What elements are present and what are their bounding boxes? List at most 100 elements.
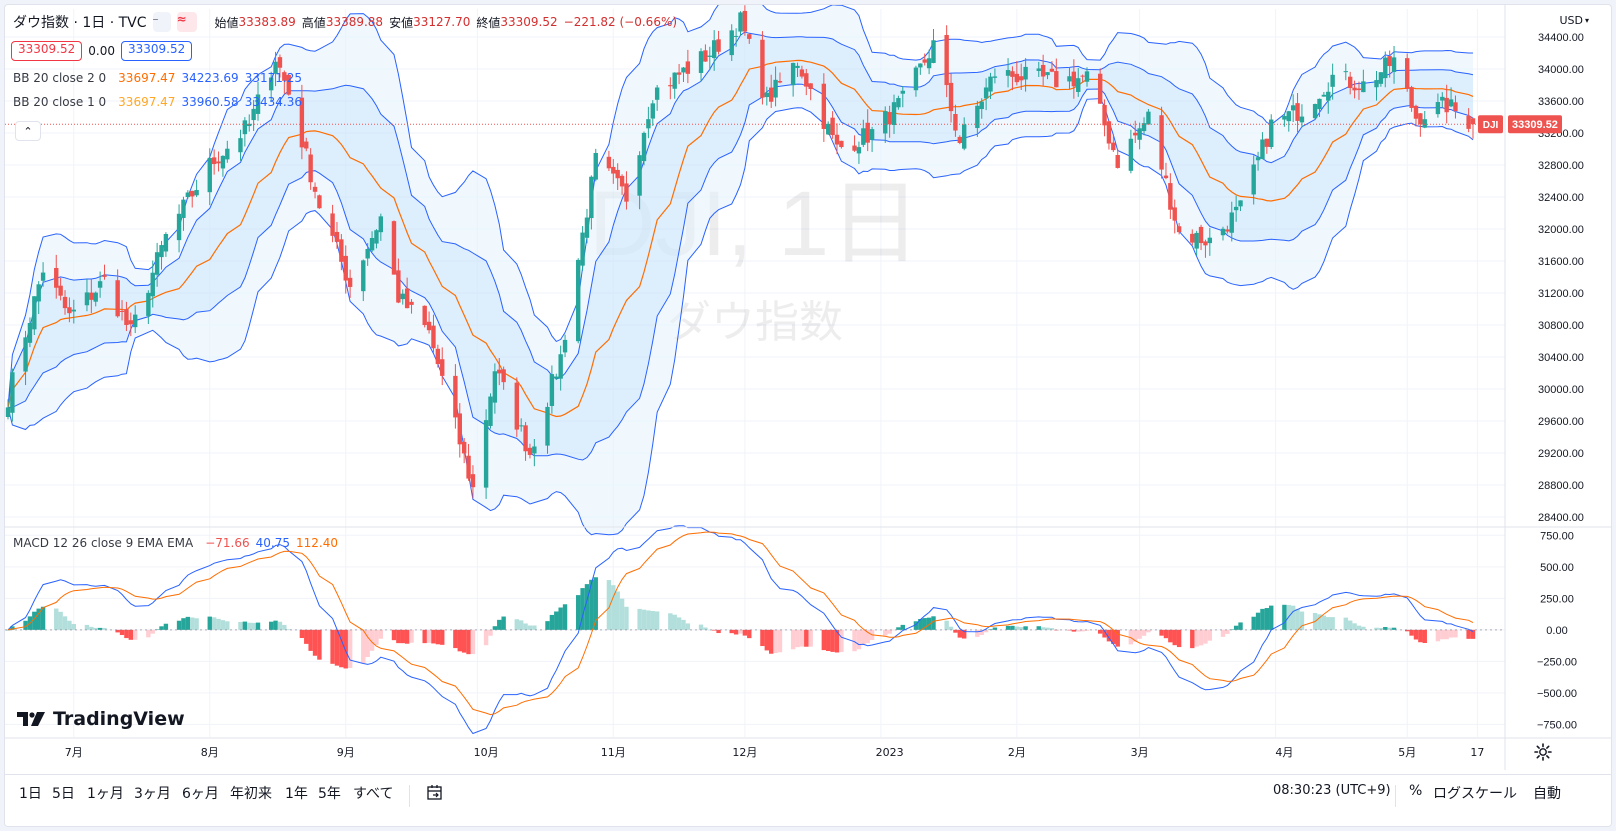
open-label: 始値: [214, 15, 239, 30]
macd-hist-bar: [1115, 629, 1120, 647]
candle: [1290, 94, 1296, 123]
price-tick-label: 28800.00: [1538, 480, 1584, 492]
bb1-legend[interactable]: BB 20 close 1 0 33697.47 33960.58 33434.…: [13, 95, 302, 109]
range-1d-button[interactable]: 1日: [19, 786, 42, 802]
buy-button[interactable]: 33309.52: [120, 41, 193, 61]
candle-body: [641, 132, 647, 162]
candle-body: [422, 305, 427, 326]
candle-body: [615, 169, 620, 179]
candle: [391, 220, 397, 275]
candle-body: [361, 260, 366, 292]
candle-body: [593, 153, 598, 180]
candle: [1422, 110, 1427, 129]
candle-body: [330, 213, 335, 236]
candle: [707, 46, 712, 71]
candle-body: [808, 83, 813, 89]
candle: [799, 65, 805, 79]
macd-hist-bar: [769, 629, 774, 654]
range-1y-button[interactable]: 1年: [285, 786, 308, 802]
candle-body: [523, 425, 528, 452]
percent-scale-button[interactable]: %: [1409, 783, 1423, 799]
price-tick-label: 33600.00: [1538, 96, 1584, 108]
candle-body: [334, 231, 340, 242]
macd-hist-bar: [1097, 629, 1103, 634]
currency-selector[interactable]: USD ▾: [1559, 14, 1589, 27]
range-ytd-button[interactable]: 年初来: [230, 786, 272, 802]
candle: [1418, 113, 1423, 137]
range-5d-button[interactable]: 5日: [52, 786, 75, 802]
candle: [277, 54, 283, 78]
macd-hist-bar: [619, 598, 625, 630]
auto-scale-button[interactable]: 自動: [1533, 786, 1561, 802]
candle: [286, 74, 291, 96]
candle: [681, 66, 686, 83]
compare-wave-icon[interactable]: ≈: [176, 12, 197, 32]
price-tick-label: 34400.00: [1538, 32, 1584, 44]
tradingview-logo[interactable]: TradingView: [17, 708, 185, 730]
candle: [944, 25, 949, 98]
macd-hist-bar: [558, 607, 563, 630]
candle: [176, 204, 182, 253]
candle-body: [273, 61, 278, 74]
candle: [646, 106, 651, 139]
macd-hist-bar: [1176, 629, 1182, 648]
log-scale-button[interactable]: ログスケール: [1433, 786, 1517, 802]
macd-hist-bar: [1413, 629, 1419, 640]
macd-hist-bar: [606, 580, 612, 630]
range-all-button[interactable]: すべて: [353, 786, 394, 802]
chart-canvas[interactable]: DJI, 1日ダウ指数34400.0034000.0033600.0033200…: [5, 5, 1612, 827]
macd-hist-bar: [1374, 627, 1379, 630]
macd-hist-bar: [738, 629, 743, 634]
macd-hist-bar: [273, 620, 278, 630]
settings-gear-icon[interactable]: [1533, 742, 1553, 762]
candle-body: [554, 376, 559, 379]
macd-hist-bar: [146, 629, 151, 638]
macd-hist-bar: [668, 613, 673, 630]
range-1m-button[interactable]: 1ヶ月: [87, 786, 124, 802]
candle: [1233, 195, 1239, 222]
candle: [1137, 122, 1142, 150]
macd-hist-bar: [1203, 629, 1208, 644]
hide-icon[interactable]: –: [152, 12, 171, 32]
macd-hist-bar: [84, 624, 90, 630]
candle-body: [374, 230, 379, 244]
candle-body: [40, 272, 46, 281]
time-tick-label: 2月: [1008, 746, 1026, 759]
candle-body: [97, 281, 103, 288]
candle-body: [1264, 138, 1270, 147]
candle: [979, 98, 984, 119]
candle-body: [1229, 212, 1234, 233]
candle: [1264, 138, 1270, 154]
candle: [1343, 63, 1348, 81]
macd-legend[interactable]: MACD 12 26 close 9 EMA EMA −71.66 40.75 …: [13, 536, 338, 550]
macd-hist-bar: [589, 579, 594, 630]
candle: [365, 243, 370, 266]
candle: [703, 44, 708, 62]
candle-body: [681, 67, 686, 73]
candle-body: [611, 166, 616, 174]
candle-body: [1418, 113, 1423, 125]
candles: [5, 5, 1476, 499]
macd-hist-bar: [1290, 605, 1296, 630]
sell-button[interactable]: 33309.52: [11, 41, 83, 61]
candle: [268, 71, 274, 103]
candle-body: [769, 87, 774, 102]
clock-timezone[interactable]: 08:30:23 (UTC+9): [1273, 783, 1391, 798]
macd-hist-bar: [317, 629, 322, 660]
goto-date-icon[interactable]: [425, 783, 445, 803]
range-5y-button[interactable]: 5年: [318, 786, 341, 802]
candle-body: [181, 199, 186, 218]
macd-hist-bar: [216, 618, 221, 630]
bb2-legend[interactable]: BB 20 close 2 0 33697.47 34223.69 33171.…: [13, 71, 302, 85]
macd-hist-bar: [830, 629, 835, 652]
candle: [1387, 50, 1392, 78]
macd-hist-bar: [501, 616, 506, 630]
range-6m-button[interactable]: 6ヶ月: [182, 786, 219, 802]
candle: [483, 409, 489, 499]
bb2-band-fill: [8, 5, 1473, 535]
candle: [40, 262, 46, 287]
symbol-title[interactable]: ダウ指数 · 1日 · TVC: [13, 15, 147, 31]
macd-hist-bar: [1466, 629, 1471, 639]
collapse-legend-button[interactable]: ⌃: [15, 121, 41, 141]
range-3m-button[interactable]: 3ヶ月: [134, 786, 171, 802]
